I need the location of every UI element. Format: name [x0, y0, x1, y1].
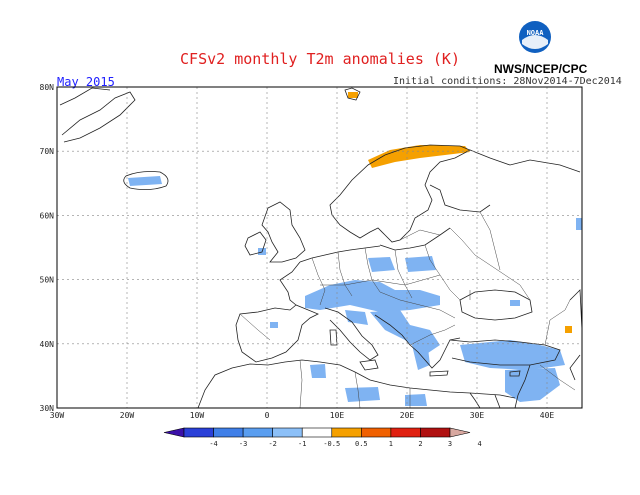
noaa-logo: NOAA [518, 20, 552, 58]
italy-coast [324, 307, 379, 361]
cool-anomaly-patches [128, 176, 582, 406]
colorbar-min-triangle [163, 427, 185, 438]
colorbar-label: 4 [477, 440, 481, 448]
sicily-coast [359, 359, 379, 371]
colorbar-segment [272, 427, 303, 438]
west-europe-coast [299, 245, 381, 263]
turkey-coast [449, 339, 561, 366]
iceland-coast [123, 171, 169, 190]
anomaly-libya [345, 387, 380, 402]
colorbar-label: 2 [418, 440, 422, 448]
forecast-month: May 2015 [57, 75, 115, 89]
colorbar-label: -2 [268, 440, 276, 448]
warm-anomaly-patches [348, 92, 572, 333]
russia-north-coast [469, 149, 581, 173]
lon-tick-label: 0 [265, 411, 270, 420]
iberia-coast [235, 304, 319, 363]
lat-tick-label: 50N [40, 276, 55, 285]
anomaly-caspian-w [510, 300, 520, 306]
colorbar: -4 -3 -2 -1 -0.5 0.5 1 2 3 4 [163, 427, 482, 448]
red-sea [494, 394, 501, 409]
greenland-coast-2 [59, 87, 111, 106]
anomaly-turkey [460, 340, 565, 370]
colorbar-label: 3 [448, 440, 452, 448]
greenland-coast [61, 91, 136, 143]
colorbar-label: -4 [209, 440, 217, 448]
noaa-logo-text: NOAA [527, 29, 545, 37]
colorbar-segment [420, 427, 451, 438]
anomaly-iceland [128, 176, 162, 186]
colorbar-label: 0.5 [355, 440, 368, 448]
persian-gulf [569, 354, 581, 381]
balkan-coast [374, 314, 461, 369]
anomaly-north-norway [368, 145, 470, 168]
north-africa-coast [197, 359, 516, 409]
colorbar-segment [183, 427, 214, 438]
lat-tick-label: 30N [40, 404, 55, 413]
nile-delta [469, 392, 481, 409]
anomaly-poland [368, 257, 395, 272]
sardinia-coast [329, 329, 338, 346]
cyprus-coast [509, 370, 521, 377]
ireland-coast [244, 231, 267, 256]
lon-tick-label: 40E [540, 411, 555, 420]
colorbar-label: -0.5 [323, 440, 340, 448]
finland-coast [429, 184, 491, 213]
colorbar-segment [331, 427, 362, 438]
lon-tick-label: 20W [120, 411, 135, 420]
coastlines [59, 87, 583, 409]
lon-tick-label: 10W [190, 411, 205, 420]
anomaly-middle-east [505, 368, 560, 402]
colorbar-segment [361, 427, 392, 438]
colorbar-max-triangle [449, 427, 471, 438]
anomaly-egypt [405, 394, 427, 406]
crete-coast [429, 370, 449, 377]
agency-label: NWS/NCEP/CPC [494, 62, 588, 76]
anomaly-sardinia [270, 322, 278, 328]
lon-tick-label: 30E [470, 411, 485, 420]
lon-tick-label: 20E [400, 411, 415, 420]
lon-tick-label: 30W [50, 411, 65, 420]
initial-conditions: Initial conditions: 28Nov2014-7Dec2014 [393, 76, 622, 87]
anomaly-caucasus [565, 326, 572, 333]
anomaly-balkans [370, 310, 440, 355]
colorbar-segment [242, 427, 273, 438]
lat-tick-label: 60N [40, 211, 55, 220]
lon-tick-label: 10E [330, 411, 345, 420]
colorbar-segment [213, 427, 244, 438]
levant-coast [514, 364, 531, 409]
france-coast [279, 261, 301, 306]
lat-tick-label: 40N [40, 340, 55, 349]
colorbar-label: -1 [298, 440, 306, 448]
map-gridlines [57, 87, 582, 408]
britain-coast [261, 201, 306, 263]
black-sea-coast [459, 289, 533, 321]
colorbar-label: 1 [389, 440, 393, 448]
svalbard-coast [344, 87, 361, 101]
lon-labels: 30W 20W 10W 0 10E 20E 30E 40E [50, 411, 555, 420]
anomaly-greece [412, 345, 430, 370]
anomaly-alps [345, 310, 368, 325]
caspian-coast [569, 289, 583, 331]
lat-tick-label: 80N [40, 83, 55, 92]
colorbar-segment [390, 427, 421, 438]
colorbar-label: -3 [239, 440, 247, 448]
map-frame [56, 86, 583, 409]
lat-tick-label: 70N [40, 147, 55, 156]
lat-labels: 80N 70N 60N 50N 40N 30N [40, 83, 55, 413]
anomaly-svalbard [348, 92, 358, 98]
borders [239, 211, 576, 409]
page-title: CFSv2 monthly T2m anomalies (K) [180, 50, 460, 68]
anomaly-central-europe [305, 280, 440, 312]
anomaly-ukraine [405, 256, 436, 272]
anomaly-east-edge [576, 218, 582, 230]
colorbar-segment [301, 427, 333, 438]
baltic-coast [379, 227, 451, 251]
scandinavia-coast [329, 144, 471, 243]
anomaly-morocco [310, 364, 326, 378]
